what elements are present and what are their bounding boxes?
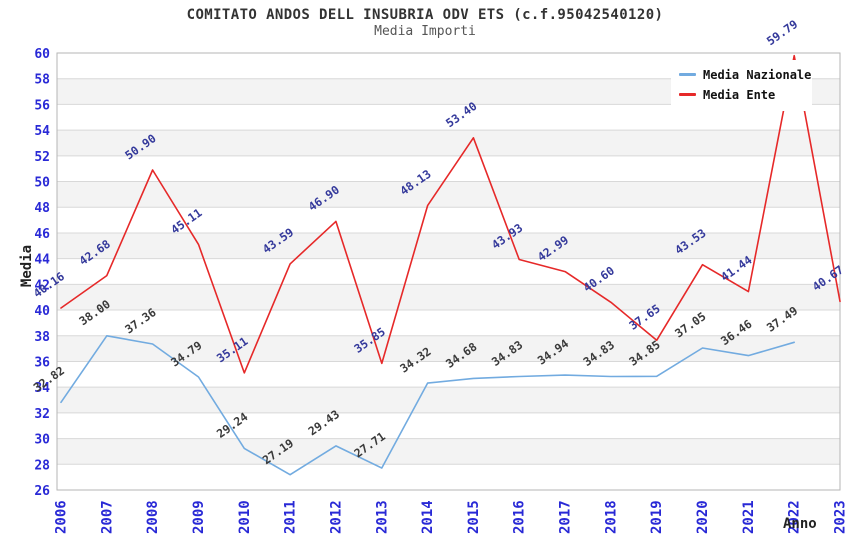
chart-title: COMITATO ANDOS DELL INSUBRIA ODV ETS (c.…	[186, 7, 664, 23]
y-tick-label: 42	[34, 278, 50, 293]
x-tick-label: 2015	[466, 500, 482, 534]
series-line-media-ente	[60, 54, 841, 374]
plot-band	[57, 130, 840, 156]
legend-label-ente: Media Ente	[703, 87, 776, 102]
y-tick-label: 56	[34, 98, 50, 113]
plot-band	[57, 438, 840, 465]
x-tick-label: 2020	[695, 500, 711, 534]
data-label: 59.79	[764, 17, 800, 48]
y-tick-label: 48	[34, 201, 50, 216]
x-tick-label: 2021	[741, 500, 757, 534]
x-tick-label: 2013	[374, 500, 390, 534]
chart-subtitle: Media Importi	[374, 24, 476, 39]
x-tick-label: 2010	[237, 500, 253, 534]
legend-item-media-nazionale: Media Nazionale	[679, 65, 811, 84]
plot-band	[57, 284, 840, 311]
x-tick-label: 2006	[54, 500, 70, 534]
x-tick-label: 2023	[833, 500, 849, 534]
y-tick-label: 30	[34, 433, 50, 448]
legend-swatch-nazionale-icon	[679, 73, 696, 76]
y-tick-label: 34	[34, 381, 50, 396]
x-tick-label: 2012	[328, 500, 344, 534]
y-tick-label: 60	[34, 47, 50, 62]
y-tick-label: 46	[34, 227, 50, 242]
x-tick-label: 2009	[191, 500, 207, 534]
plot-band	[57, 181, 840, 208]
y-tick-label: 40	[34, 304, 50, 319]
series-line-media-nazionale	[60, 334, 796, 476]
y-tick-label: 26	[34, 484, 50, 499]
x-tick-label: 2022	[787, 500, 803, 534]
y-tick-label: 32	[34, 407, 50, 422]
x-tick-label: 2016	[512, 500, 528, 534]
y-tick-label: 28	[34, 458, 50, 473]
legend-item-media-ente: Media Ente	[679, 85, 806, 104]
x-tick-label: 2011	[283, 500, 299, 534]
x-tick-label: 2014	[420, 500, 436, 534]
y-tick-label: 58	[34, 73, 50, 88]
y-axis-title: Media	[19, 244, 35, 288]
y-tick-label: 44	[34, 253, 50, 268]
legend-label-nazionale: Media Nazionale	[703, 67, 812, 82]
x-tick-label: 2017	[558, 500, 574, 534]
legend: Media Nazionale Media Ente	[671, 60, 812, 111]
y-tick-label: 54	[34, 124, 50, 139]
y-tick-label: 52	[34, 150, 50, 165]
plot-band	[57, 387, 840, 413]
x-tick-label: 2019	[649, 500, 665, 534]
legend-swatch-ente-icon	[679, 93, 696, 96]
plot-band	[57, 232, 840, 259]
y-tick-label: 50	[34, 176, 50, 191]
y-tick-label: 36	[34, 355, 50, 370]
x-axis-title: Anno	[783, 516, 817, 532]
y-tick-label: 38	[34, 330, 50, 345]
data-label: 29.24	[214, 409, 250, 440]
x-tick-label: 2018	[603, 500, 619, 534]
x-tick-label: 2008	[145, 500, 161, 534]
data-label: 45.11	[168, 205, 204, 236]
x-tick-label: 2007	[99, 500, 115, 534]
plot-border	[56, 52, 841, 491]
